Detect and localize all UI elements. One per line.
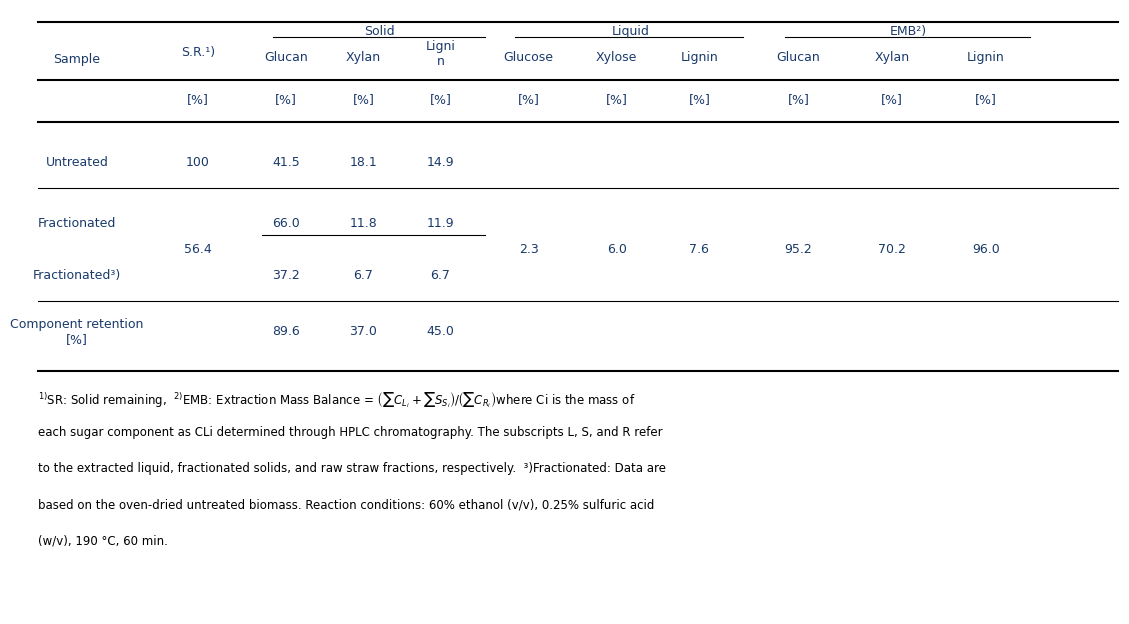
Text: [%]: [%] bbox=[429, 94, 452, 106]
Text: Liquid: Liquid bbox=[612, 25, 649, 37]
Text: Untreated: Untreated bbox=[45, 156, 108, 168]
Text: Component retention
[%]: Component retention [%] bbox=[10, 318, 143, 346]
Text: [%]: [%] bbox=[788, 94, 809, 106]
Text: 14.9: 14.9 bbox=[427, 156, 454, 168]
Text: Fractionated: Fractionated bbox=[37, 217, 116, 230]
Text: [%]: [%] bbox=[689, 94, 710, 106]
Text: Lignin: Lignin bbox=[681, 51, 718, 64]
Text: Xylan: Xylan bbox=[345, 51, 380, 64]
Text: Xylose: Xylose bbox=[596, 51, 638, 64]
Text: 11.8: 11.8 bbox=[350, 217, 377, 230]
Text: Xylan: Xylan bbox=[875, 51, 910, 64]
Text: 41.5: 41.5 bbox=[272, 156, 300, 168]
Text: 2.3: 2.3 bbox=[518, 243, 539, 256]
Text: 6.0: 6.0 bbox=[606, 243, 627, 256]
Text: 70.2: 70.2 bbox=[878, 243, 907, 256]
Text: EMB²): EMB²) bbox=[890, 25, 927, 37]
Text: 95.2: 95.2 bbox=[785, 243, 813, 256]
Text: [%]: [%] bbox=[974, 94, 997, 106]
Text: [%]: [%] bbox=[352, 94, 375, 106]
Text: Glucose: Glucose bbox=[504, 51, 553, 64]
Text: [%]: [%] bbox=[275, 94, 297, 106]
Text: Ligni
n: Ligni n bbox=[426, 41, 455, 68]
Text: 37.0: 37.0 bbox=[349, 326, 377, 338]
Text: Fractionated³): Fractionated³) bbox=[33, 270, 121, 282]
Text: 66.0: 66.0 bbox=[272, 217, 300, 230]
Text: 45.0: 45.0 bbox=[427, 326, 454, 338]
Text: 56.4: 56.4 bbox=[184, 243, 212, 256]
Text: (w/v), 190 °C, 60 min.: (w/v), 190 °C, 60 min. bbox=[38, 535, 168, 548]
Text: 89.6: 89.6 bbox=[272, 326, 300, 338]
Text: 100: 100 bbox=[186, 156, 210, 168]
Text: Glucan: Glucan bbox=[777, 51, 821, 64]
Text: 96.0: 96.0 bbox=[972, 243, 999, 256]
Text: Solid: Solid bbox=[365, 25, 395, 37]
Text: [%]: [%] bbox=[606, 94, 628, 106]
Text: 6.7: 6.7 bbox=[353, 270, 374, 282]
Text: 6.7: 6.7 bbox=[430, 270, 450, 282]
Text: 11.9: 11.9 bbox=[427, 217, 454, 230]
Text: 37.2: 37.2 bbox=[272, 270, 300, 282]
Text: 7.6: 7.6 bbox=[690, 243, 709, 256]
Text: $^{1)}$SR: Solid remaining,  $^{2)}$EMB: Extraction Mass Balance = $\left(\sum C: $^{1)}$SR: Solid remaining, $^{2)}$EMB: … bbox=[38, 390, 636, 409]
Text: S.R.¹): S.R.¹) bbox=[181, 46, 216, 59]
Text: [%]: [%] bbox=[882, 94, 903, 106]
Text: [%]: [%] bbox=[187, 94, 209, 106]
Text: Glucan: Glucan bbox=[264, 51, 308, 64]
Text: 18.1: 18.1 bbox=[350, 156, 377, 168]
Text: based on the oven-dried untreated biomass. Reaction conditions: 60% ethanol (v/v: based on the oven-dried untreated biomas… bbox=[38, 499, 655, 512]
Text: [%]: [%] bbox=[517, 94, 540, 106]
Text: Lignin: Lignin bbox=[966, 51, 1005, 64]
Text: each sugar component as CLi determined through HPLC chromatography. The subscrip: each sugar component as CLi determined t… bbox=[38, 426, 663, 439]
Text: to the extracted liquid, fractionated solids, and raw straw fractions, respectiv: to the extracted liquid, fractionated so… bbox=[38, 462, 666, 475]
Text: Sample: Sample bbox=[53, 53, 100, 66]
